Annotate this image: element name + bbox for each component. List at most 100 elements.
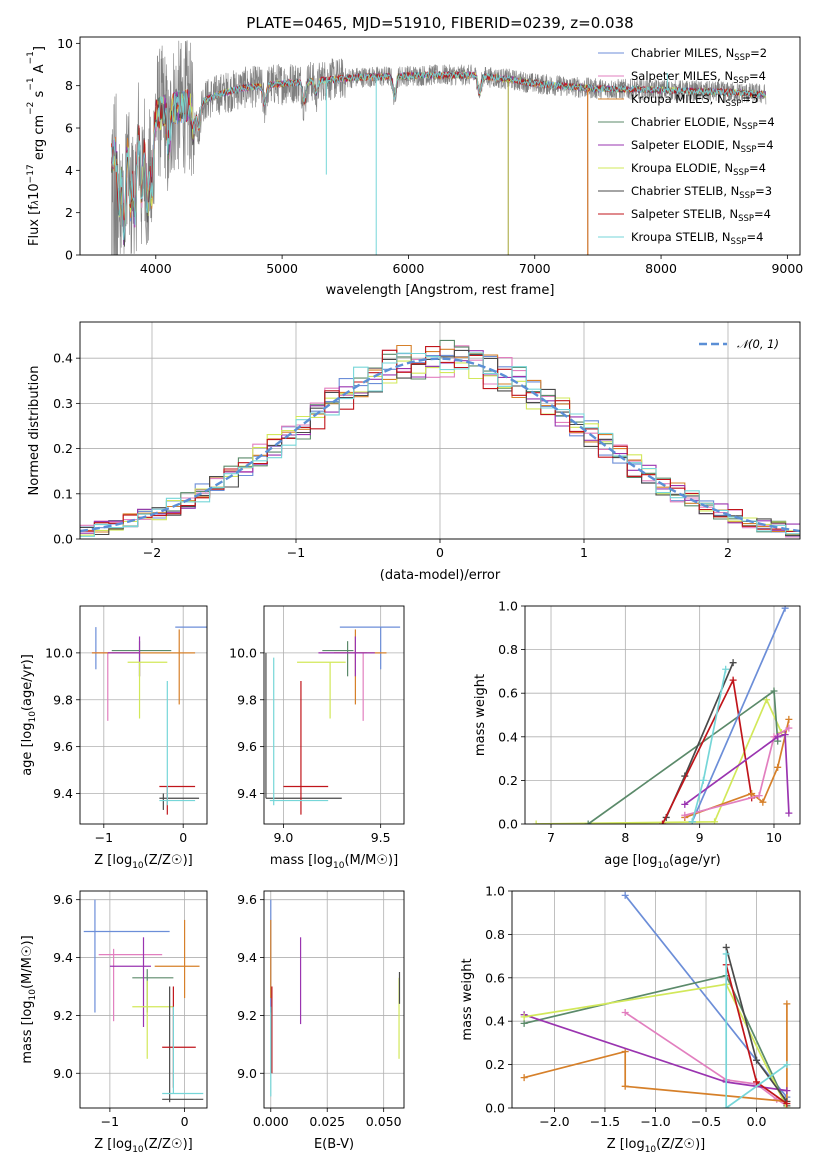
y-label-part: ] <box>32 46 47 51</box>
legend-entry: Chabrier STELIB, NSSP=3 <box>631 184 772 201</box>
weights-marker <box>711 818 719 824</box>
model-spectrum-kroupa_stelib <box>111 70 767 240</box>
x-label-sub: 10 <box>658 861 670 871</box>
y-label-part: 10 <box>27 183 42 200</box>
x-tick-label: 9.5 <box>371 830 391 845</box>
x-tick-label: 7 <box>547 830 555 845</box>
errorbar-chabrier_elodie <box>322 641 354 677</box>
weights-marker <box>520 1074 528 1082</box>
weights-marker <box>621 891 629 899</box>
errorbar-kroupa_miles <box>334 629 387 705</box>
y-tick-label: 1.0 <box>498 599 518 614</box>
z_vs_age-frame <box>79 605 208 825</box>
y-tick-label: 9.2 <box>53 1008 73 1023</box>
x-tick-label: −1.5 <box>590 1114 620 1129</box>
x-label-sub: 10 <box>645 1145 657 1155</box>
weights-marker <box>785 724 793 732</box>
y-axis-label: mass [log10(M/M☉)] <box>20 935 38 1063</box>
errorbar-kroupa_miles <box>154 919 200 999</box>
y-label-part: erg cm <box>32 115 47 164</box>
errorbar-salpeter_stelib <box>283 681 329 815</box>
weights-marker <box>688 818 696 824</box>
age_weights-plot-area <box>532 606 793 824</box>
ebv_vs_mass-grid <box>264 891 404 1108</box>
z_vs_mass-panel: −1 09.09.29.49.6Z [log10(Z/Z☉)]mass [log1… <box>20 890 208 1155</box>
weights-line-salpeter_miles <box>684 727 790 817</box>
y-label-part: −1 <box>26 77 36 90</box>
weights-marker <box>774 763 782 771</box>
x-tick-label: 7000 <box>519 261 551 276</box>
legend-count: =4 <box>749 161 766 175</box>
y-tick-label: 0.2 <box>485 1057 505 1072</box>
weights-marker <box>729 676 737 684</box>
mass_vs_age-panel: 9.0 9.5 9.4 9.6 9.8 10.0 mass [log10(M/M☉)] <box>229 605 405 871</box>
y-tick-label: 0.3 <box>53 396 73 411</box>
errorbar-kroupa_stelib <box>159 681 196 806</box>
legend-entry: Chabrier MILES, NSSP=2 <box>631 46 767 63</box>
x-tick-label: 6000 <box>393 261 425 276</box>
mass_vs_age-plot-area <box>265 626 401 815</box>
y-tick-label: 0 <box>65 248 73 263</box>
x-tick-label: 9 <box>696 830 704 845</box>
y-label-sub: 10 <box>28 711 38 723</box>
legend-count: =4 <box>746 230 763 244</box>
spectrum-plot-area <box>111 40 767 255</box>
x-label-arg: (Z/Z☉)] <box>656 1137 705 1152</box>
errorbar-chabrier_stelib <box>265 652 342 799</box>
y-tick-label: 0.2 <box>53 441 73 456</box>
y-label-part: Flux [f <box>27 205 42 246</box>
residuals-plot-area <box>80 339 800 538</box>
y-tick-label: 6 <box>65 121 73 136</box>
weights-marker <box>783 1087 791 1095</box>
errorbar-kroupa_elodie <box>127 661 168 719</box>
x-tick-label: 8 <box>621 830 629 845</box>
x-tick-label: 0.050 <box>366 1114 402 1129</box>
errorbar-chabrier_elodie <box>132 969 174 1013</box>
x-tick-label: −2 <box>143 545 161 560</box>
residuals-frame <box>79 321 801 540</box>
errorbar-salpeter_miles <box>91 652 140 721</box>
errorbar-salpeter_stelib <box>162 986 196 1088</box>
weights-marker <box>783 1061 791 1069</box>
legend-entry: Kroupa ELODIE, NSSP=4 <box>631 161 766 178</box>
x-tick-label: 9000 <box>771 261 803 276</box>
legend-subscript: SSP <box>733 76 749 86</box>
y-tick-label: 10 <box>57 36 73 51</box>
legend-subscript: SSP <box>733 168 749 178</box>
y-label-arg: (age/yr)] <box>20 654 35 711</box>
weights-marker <box>681 811 689 819</box>
x-label-sub: 10 <box>333 861 345 871</box>
y-tick-label: 9.4 <box>53 950 73 965</box>
y-axis-label: mass weight <box>460 958 475 1040</box>
x-label-main: Z [log <box>94 853 132 868</box>
y-tick-label: 9.4 <box>237 950 257 965</box>
x-label-sub: 10 <box>132 861 144 871</box>
x-tick-label: 0.000 <box>253 1114 289 1129</box>
ebv_vs_mass-frame <box>263 890 405 1109</box>
x-tick-label: 2 <box>724 545 732 560</box>
y-tick-label: 0.1 <box>53 486 73 501</box>
y-tick-label: 0.6 <box>485 970 505 985</box>
spectrum-frame <box>79 36 801 256</box>
weights-marker <box>748 789 756 797</box>
x-tick-label: 0 <box>436 545 444 560</box>
errorbar-salpeter_elodie <box>318 636 375 677</box>
z_weights-plot-area <box>520 891 791 1108</box>
residual-histogram-kroupa_stelib <box>80 352 800 537</box>
x-tick-label: 0.025 <box>309 1114 345 1129</box>
errorbar-chabrier_stelib <box>162 986 204 1103</box>
y-tick-label: 0.0 <box>53 532 73 547</box>
y-tick-label: 9.4 <box>53 786 73 801</box>
y-tick-label: 2 <box>65 205 73 220</box>
y-tick-label: 0.8 <box>485 927 505 942</box>
errorbar-kroupa_elodie <box>132 980 174 1059</box>
weights-line-kroupa_stelib <box>725 953 788 1108</box>
z_weights-grid <box>512 890 800 1109</box>
weights-line-salpeter_stelib <box>661 677 753 824</box>
weights-marker <box>621 1009 629 1017</box>
y-tick-label: 9.4 <box>237 786 257 801</box>
weights-marker <box>722 1104 730 1108</box>
y-tick-label: 0.6 <box>498 686 518 701</box>
age_weights-frame <box>524 605 801 825</box>
